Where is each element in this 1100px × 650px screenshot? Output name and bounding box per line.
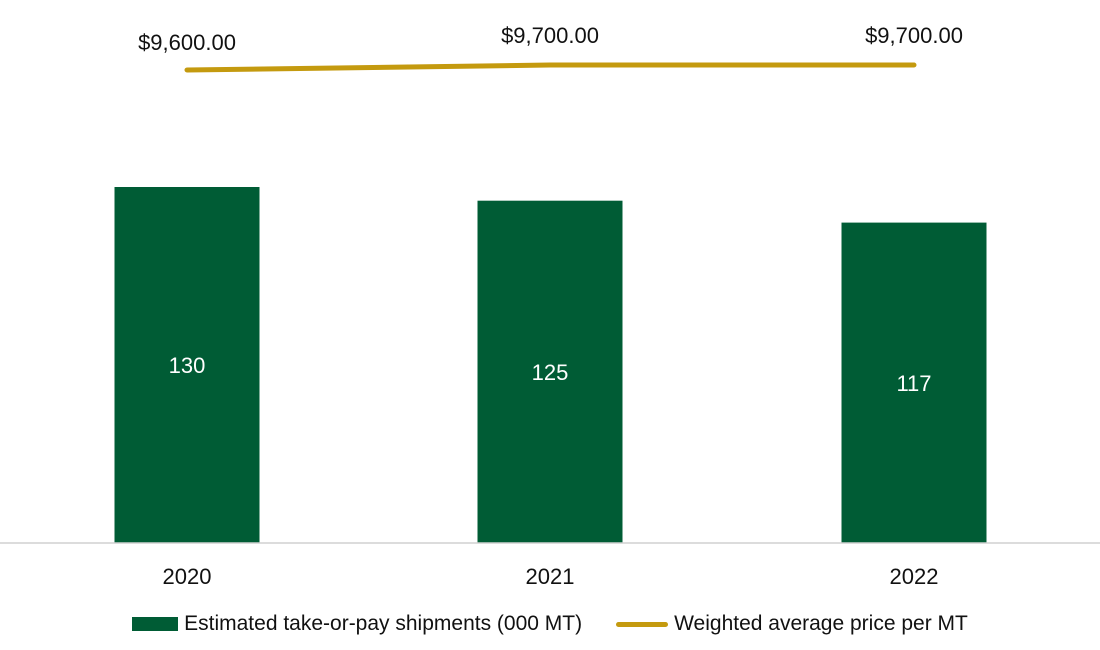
price-label-2021: $9,700.00 — [501, 23, 599, 48]
legend-swatch-shipments — [132, 617, 179, 631]
legend-label-price: Weighted average price per MT — [674, 612, 968, 635]
line-layer: $9,600.00 $9,700.00 $9,700.00 — [138, 23, 963, 73]
legend-label-shipments: Estimated take-or-pay shipments (000 MT) — [184, 612, 583, 635]
bar-value-label-2020: 130 — [169, 353, 206, 378]
bar-2020 — [114, 187, 260, 543]
legend-swatch-price — [616, 621, 669, 627]
axis-layer: 2020 2021 2022 — [0, 542, 1100, 589]
bar-2021 — [477, 200, 623, 543]
bar-value-label-2022: 117 — [896, 371, 931, 396]
x-tick-label-2020: 2020 — [163, 564, 212, 589]
price-label-2020: $9,600.00 — [138, 30, 236, 55]
legend-item-shipments: Estimated take-or-pay shipments (000 MT) — [132, 612, 582, 636]
x-tick-label-2021: 2021 — [526, 564, 575, 589]
price-label-2022: $9,700.00 — [865, 23, 963, 48]
legend: Estimated take-or-pay shipments (000 MT)… — [0, 608, 1100, 640]
bars-layer: 130 125 117 — [114, 187, 987, 543]
bar-2022 — [841, 222, 987, 543]
price-line — [184, 62, 917, 73]
legend-item-price: Weighted average price per MT — [616, 612, 968, 636]
bar-value-label-2021: 125 — [532, 360, 569, 385]
x-tick-label-2022: 2022 — [890, 564, 939, 589]
